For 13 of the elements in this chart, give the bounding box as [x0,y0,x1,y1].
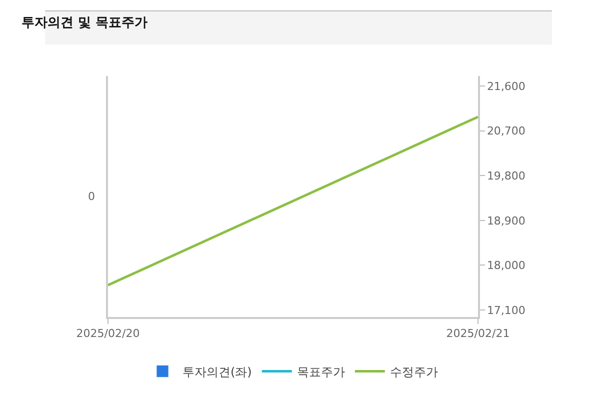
x-tick-label: 2025/02/21 [446,326,510,340]
y2-tick-label: 17,100 [486,304,526,317]
y2-tick-label: 18,000 [486,259,526,272]
y2-tick-label: 18,900 [486,214,526,228]
legend-label: 수정주가 [390,364,438,379]
y2-tick-label: 19,800 [486,169,526,182]
chart-title: 투자의견 및 목표주가 [21,15,148,30]
legend-label: 투자의견(좌) [182,364,252,379]
text: 0 [88,190,95,203]
legend-label: 목표주가 [296,364,345,379]
y2-tick-label: 21,600 [486,80,526,93]
y2-tick-label: 20,700 [486,124,526,138]
x-tick-label: 2025/02/20 [76,326,140,340]
